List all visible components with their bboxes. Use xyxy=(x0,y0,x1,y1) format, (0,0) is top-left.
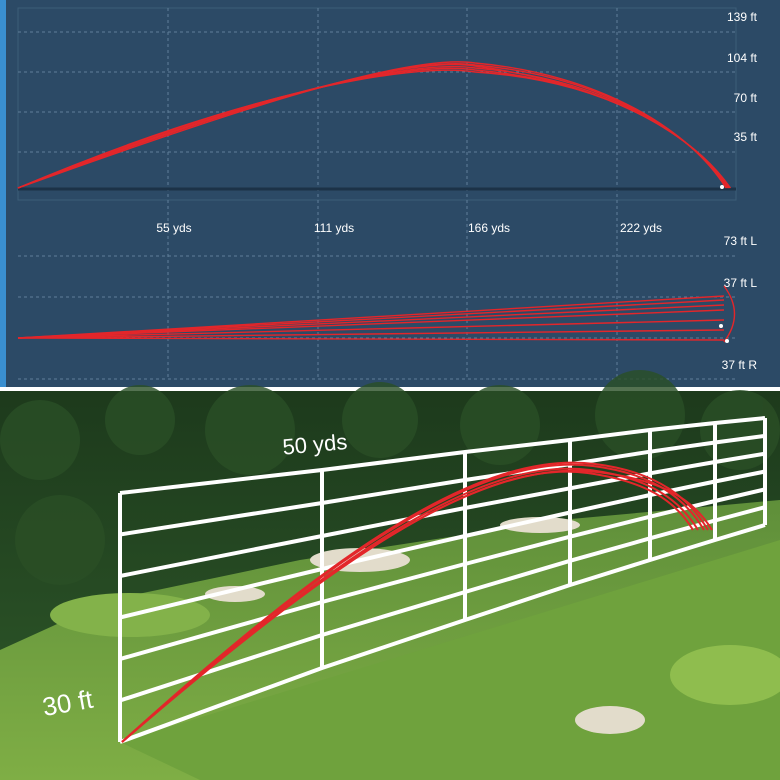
top-trace xyxy=(17,337,725,341)
side-label: 73 ft L xyxy=(724,234,758,248)
fence-rail xyxy=(119,416,766,495)
ball xyxy=(719,324,723,328)
dispersion-arc xyxy=(723,285,736,343)
height-label: 139 ft xyxy=(727,10,758,24)
side-grid xyxy=(18,8,736,380)
flight-trace xyxy=(121,469,713,743)
side-view-frame xyxy=(17,7,737,201)
shot-traces xyxy=(17,61,736,343)
fence-rail xyxy=(119,469,766,620)
top-labels: 73 ft L 37 ft L 37 ft R xyxy=(722,234,758,372)
tree-line xyxy=(0,370,780,585)
ball xyxy=(720,185,724,189)
side-labels: 139 ft 104 ft 70 ft 35 ft 55 yds 111 yds… xyxy=(156,10,757,235)
height-label: 104 ft xyxy=(727,51,758,65)
height-label: 70 ft xyxy=(734,91,758,105)
distance-label: 111 yds xyxy=(314,221,354,235)
height-label: 35 ft xyxy=(734,130,758,144)
panel-edge xyxy=(0,0,6,387)
bunker xyxy=(575,706,645,734)
bunker xyxy=(205,586,265,602)
top-trace xyxy=(17,329,725,339)
distance-marker: 50 yds xyxy=(281,429,348,460)
top-trace xyxy=(17,319,725,339)
fence-rail xyxy=(119,505,766,703)
top-trace xyxy=(17,309,725,339)
side-label: 37 ft R xyxy=(722,358,758,372)
top-trace xyxy=(17,304,725,339)
ball-flight xyxy=(121,461,713,743)
fence-rail xyxy=(119,451,766,578)
green xyxy=(670,645,780,705)
ball xyxy=(725,339,729,343)
bunker xyxy=(500,517,580,533)
flight-trace xyxy=(121,461,709,743)
side-label: 37 ft L xyxy=(724,276,758,290)
fence-rail xyxy=(119,523,766,744)
side-trace xyxy=(17,63,732,189)
distance-label: 55 yds xyxy=(156,221,191,235)
distance-label: 222 yds xyxy=(620,221,662,235)
fence-rail xyxy=(119,487,766,661)
top-trace xyxy=(17,295,725,339)
side-trace xyxy=(17,61,727,189)
distance-label: 166 yds xyxy=(468,221,510,235)
